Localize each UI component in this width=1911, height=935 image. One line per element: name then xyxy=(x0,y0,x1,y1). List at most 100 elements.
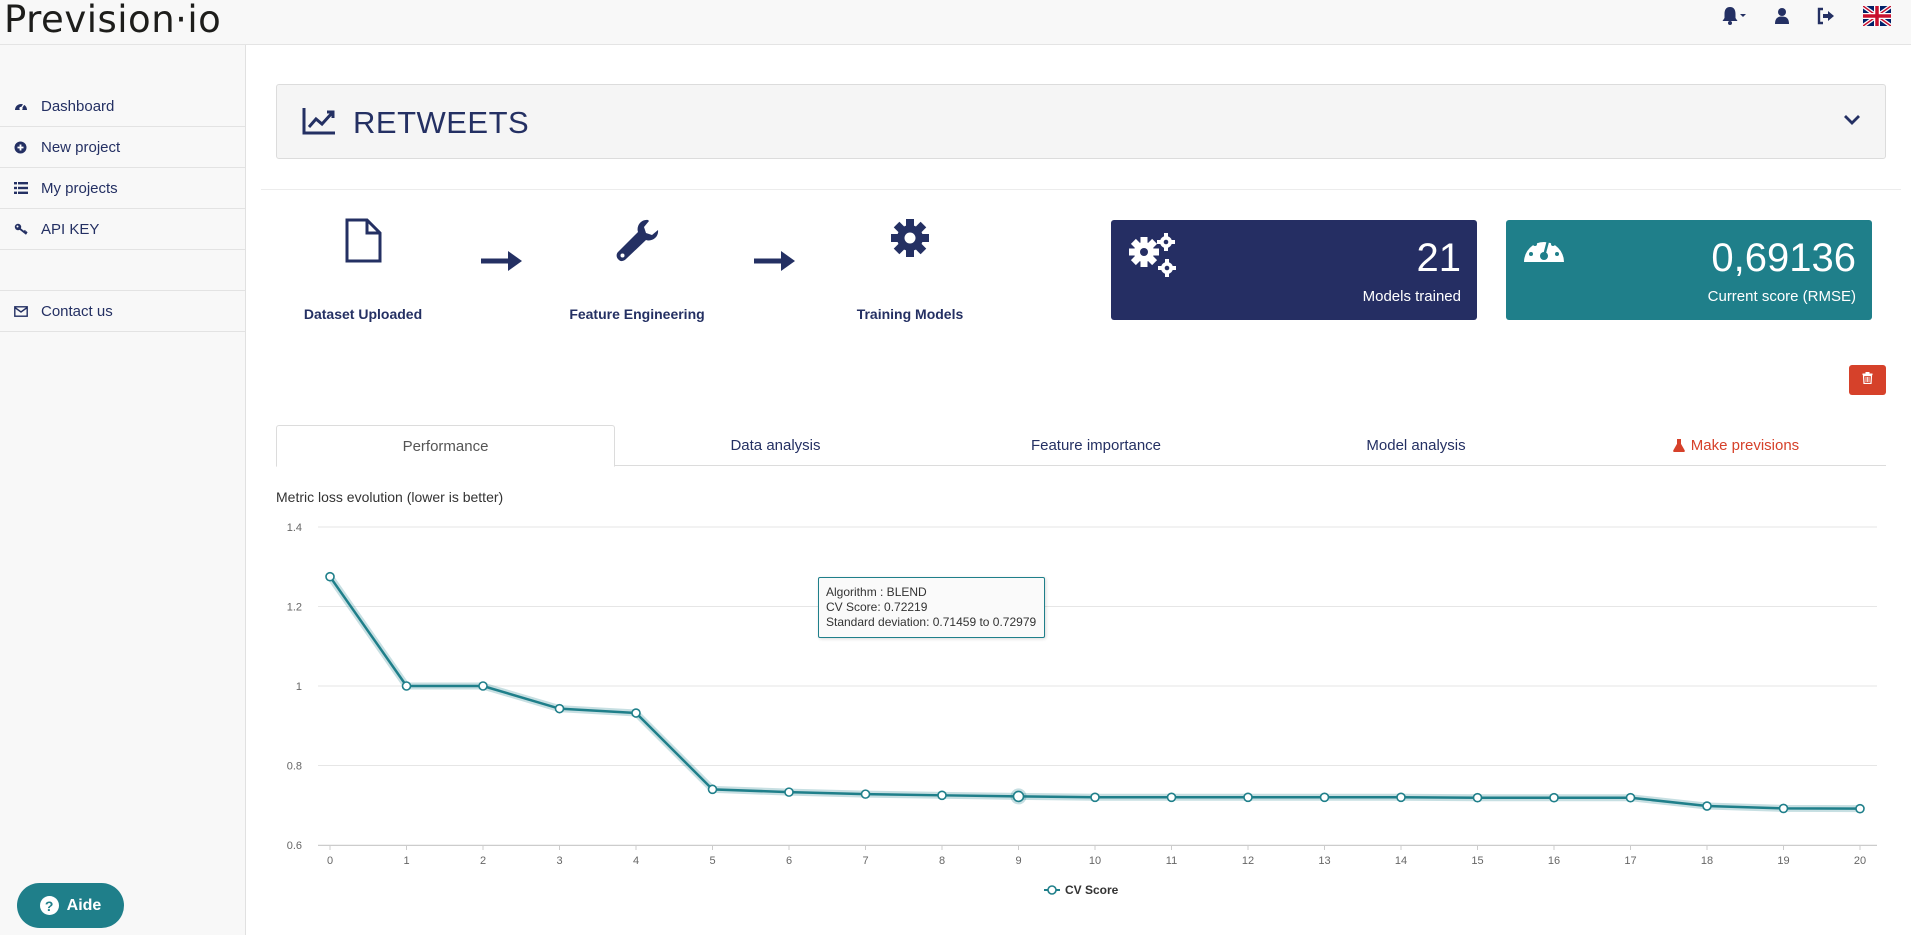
tab-data-analysis[interactable]: Data analysis xyxy=(615,425,936,466)
x-tick-label: 5 xyxy=(709,855,715,867)
data-point xyxy=(1702,801,1712,811)
sidebar-item-label: New project xyxy=(41,138,121,156)
y-tick-label: 0.6 xyxy=(287,840,302,852)
models-trained-value: 21 xyxy=(1416,236,1462,280)
chevron-down-icon[interactable] xyxy=(1843,113,1861,131)
data-point xyxy=(1243,792,1253,803)
tachometer-icon xyxy=(1522,232,1566,271)
tab-label: Data analysis xyxy=(730,437,821,454)
models-trained-card: 21 Models trained xyxy=(1111,220,1477,320)
bell-icon[interactable] xyxy=(1721,6,1747,26)
x-tick-label: 0 xyxy=(327,855,333,867)
help-button[interactable]: ? Aide xyxy=(17,883,124,928)
gears-icon xyxy=(1127,232,1177,283)
x-tick-label: 2 xyxy=(480,855,486,867)
data-point xyxy=(707,784,718,795)
sidebar: Dashboard New project My projects API KE… xyxy=(0,45,246,935)
x-tick-label: 13 xyxy=(1318,855,1330,867)
step-feature-engineering: Feature Engineering xyxy=(537,218,737,322)
legend-marker xyxy=(1047,885,1057,895)
data-point xyxy=(1625,792,1636,803)
sidebar-item-new-project[interactable]: New project xyxy=(0,127,245,168)
x-tick-label: 12 xyxy=(1242,855,1254,867)
sidebar-item-label: Contact us xyxy=(41,302,113,320)
step-label: Training Models xyxy=(856,306,964,322)
tab-label: Model analysis xyxy=(1366,437,1466,454)
x-tick-label: 11 xyxy=(1166,855,1177,867)
tabs: Performance Data analysis Feature import… xyxy=(276,425,1886,467)
x-tick-label: 14 xyxy=(1395,855,1407,867)
uk-flag-icon[interactable] xyxy=(1863,6,1891,26)
data-point xyxy=(1012,790,1025,803)
data-point xyxy=(401,681,412,691)
x-tick-label: 20 xyxy=(1854,855,1866,867)
plus-circle-icon xyxy=(13,141,28,154)
dashboard-icon xyxy=(13,100,28,112)
list-icon xyxy=(13,182,28,194)
loss-chart: 0.60.811.21.40 1 2 3 4 5 6 7 8 9 10 11 12 13 14 15 16 17 1… xyxy=(287,522,1877,897)
y-tick-label: 1.4 xyxy=(287,522,302,534)
logo[interactable]: Prevision·io xyxy=(4,0,222,41)
current-score-label: Current score (RMSE) xyxy=(1707,288,1856,305)
tab-label: Make previsions xyxy=(1690,437,1800,454)
trash-icon xyxy=(1862,371,1873,389)
y-tick-label: 1.2 xyxy=(287,602,302,614)
step-label: Feature Engineering xyxy=(569,306,705,322)
chart-title: Metric loss evolution (lower is better) xyxy=(276,489,504,505)
data-point xyxy=(784,787,794,797)
step-dataset-uploaded: Dataset Uploaded xyxy=(263,218,463,322)
sidebar-item-api-key[interactable]: API KEY xyxy=(0,209,245,250)
user-icon[interactable] xyxy=(1775,7,1789,25)
data-point xyxy=(860,789,871,799)
x-tick-label: 9 xyxy=(1015,855,1021,867)
question-icon: ? xyxy=(39,896,59,915)
tab-performance[interactable]: Performance xyxy=(276,425,615,467)
sidebar-item-label: Dashboard xyxy=(41,97,115,115)
current-score-value: 0,69136 xyxy=(1711,236,1856,280)
data-point xyxy=(1778,803,1789,814)
data-point xyxy=(478,681,488,691)
series-shadow xyxy=(327,574,1861,813)
x-tick-label: 10 xyxy=(1089,855,1101,867)
tab-model-analysis[interactable]: Model analysis xyxy=(1256,425,1576,466)
step-label: Dataset Uploaded xyxy=(303,306,423,322)
tooltip-cv-score: CV Score: 0.72219 xyxy=(826,600,928,614)
tab-label: Performance xyxy=(402,437,489,455)
data-point xyxy=(1090,792,1100,803)
data-point xyxy=(1549,792,1559,803)
data-point xyxy=(325,571,335,582)
divider xyxy=(261,189,1901,190)
project-title: RETWEETS xyxy=(353,105,530,140)
y-tick-label: 1 xyxy=(296,681,302,693)
top-icons xyxy=(1693,4,1891,28)
data-point xyxy=(554,703,565,714)
step-training-models: Training Models xyxy=(810,218,1010,322)
line-chart-icon xyxy=(302,107,336,140)
data-point xyxy=(1855,803,1865,814)
x-tick-label: 8 xyxy=(939,855,945,867)
key-icon xyxy=(13,223,28,235)
tab-label: Feature importance xyxy=(1030,437,1162,454)
data-point xyxy=(1472,792,1483,803)
logout-icon[interactable] xyxy=(1817,7,1835,25)
data-point xyxy=(1396,792,1406,803)
y-tick-label: 0.8 xyxy=(287,761,302,773)
sidebar-nav: Dashboard New project My projects API KE… xyxy=(0,86,245,332)
sidebar-divider xyxy=(0,250,245,291)
sidebar-item-dashboard[interactable]: Dashboard xyxy=(0,86,245,127)
delete-button[interactable] xyxy=(1849,365,1886,395)
sidebar-item-my-projects[interactable]: My projects xyxy=(0,168,245,209)
sidebar-item-label: API KEY xyxy=(41,220,100,238)
tab-feature-importance[interactable]: Feature importance xyxy=(936,425,1256,466)
sidebar-item-contact-us[interactable]: Contact us xyxy=(0,291,245,332)
sidebar-item-label: My projects xyxy=(41,179,118,197)
tab-make-previsions[interactable]: Make previsions xyxy=(1576,425,1896,466)
flask-icon xyxy=(1672,439,1685,452)
chart-tooltip: Algorithm : BLEND CV Score: 0.72219 Stan… xyxy=(818,577,1045,638)
tooltip-std: Standard deviation: 0.71459 to 0.72979 xyxy=(826,615,1037,629)
series-line xyxy=(328,575,1861,810)
x-tick-label: 6 xyxy=(786,855,792,867)
file-icon xyxy=(263,218,463,268)
project-header[interactable]: RETWEETS xyxy=(276,84,1886,159)
legend-label: CV Score xyxy=(1065,883,1119,897)
